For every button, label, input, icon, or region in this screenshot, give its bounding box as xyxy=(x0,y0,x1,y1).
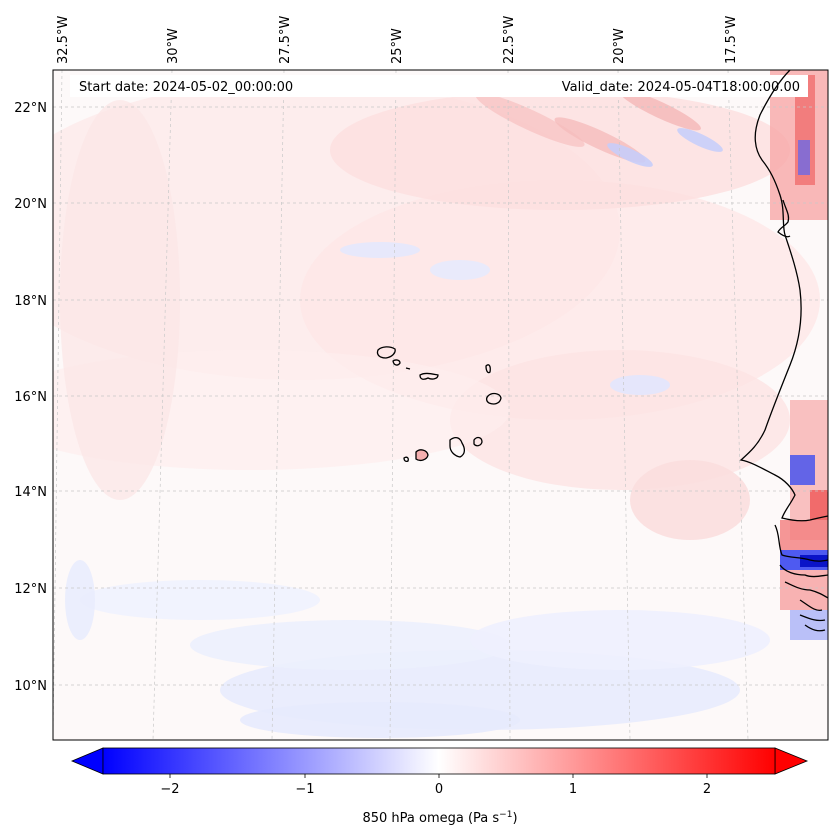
gridline-lon-20 xyxy=(617,70,631,740)
colorbar-ticklabel-m2: −2 xyxy=(160,782,179,797)
start-date-label: Start date: 2024-05-02_00:00:00 xyxy=(79,80,293,95)
gridline-lon-30 xyxy=(152,70,173,740)
lon-label-30w: 30°W xyxy=(166,28,181,64)
coastline xyxy=(739,70,828,632)
omega-field xyxy=(53,70,828,738)
gridline-lon-17p5 xyxy=(727,70,749,740)
colorbar-ticklabel-1: 1 xyxy=(569,782,577,797)
colorbar-title: 850 hPa omega (Pa s−1) xyxy=(362,810,517,826)
lat-label-12n: 12°N xyxy=(14,582,47,597)
island-santa-luzia xyxy=(405,367,411,370)
lon-label-20w: 20°W xyxy=(612,28,627,64)
island-sal xyxy=(485,364,491,374)
island-fogo xyxy=(415,449,429,462)
colorbar-ticklabel-2: 2 xyxy=(703,782,711,797)
header-band xyxy=(70,75,808,97)
lon-label-32p5w: 32.5°W xyxy=(56,16,71,64)
lat-label-18n: 18°N xyxy=(14,294,47,309)
lon-label-25w: 25°W xyxy=(390,28,405,64)
cape-verde-islands xyxy=(376,346,502,463)
colorbar-ticklabel-0: 0 xyxy=(435,782,443,797)
graticule xyxy=(53,70,828,740)
map-frame xyxy=(52,69,829,741)
lat-label-16n: 16°N xyxy=(14,390,47,405)
gridline-lon-22p5 xyxy=(507,70,511,740)
island-maio xyxy=(473,436,483,447)
gridline-lon-32p5 xyxy=(53,70,63,740)
gridline-lon-25 xyxy=(389,70,397,740)
lat-label-20n: 20°N xyxy=(14,197,47,212)
colorbar: −2 −1 0 1 2 850 hPa omega (Pa s−1) xyxy=(70,747,809,826)
lat-label-22n: 22°N xyxy=(14,101,47,116)
valid-date-label: Valid_date: 2024-05-04T18:00:00.00 xyxy=(562,80,800,95)
gridline-lon-27p5 xyxy=(271,70,285,740)
lat-label-14n: 14°N xyxy=(14,485,47,500)
island-santo-antao xyxy=(376,346,396,359)
lat-label-10n: 10°N xyxy=(14,679,47,694)
island-santiago xyxy=(449,436,466,458)
island-boa-vista xyxy=(485,392,502,405)
island-brava xyxy=(403,456,409,463)
lon-label-17p5w: 17.5°W xyxy=(724,16,739,64)
lat-labels: 22°N 20°N 18°N 16°N 14°N 12°N 10°N xyxy=(14,101,47,694)
lon-label-27p5w: 27.5°W xyxy=(278,16,293,64)
colorbar-ticklabel-m1: −1 xyxy=(295,782,314,797)
colorbar-bar xyxy=(102,747,776,775)
island-sao-nicolau xyxy=(419,372,439,380)
lon-label-22p5w: 22.5°W xyxy=(502,16,517,64)
colorbar-extend-high xyxy=(774,747,809,775)
island-sao-vicente xyxy=(392,359,401,366)
lon-labels: 32.5°W 30°W 27.5°W 25°W 22.5°W 20°W 17.5… xyxy=(56,16,739,64)
colorbar-extend-low xyxy=(70,747,104,775)
